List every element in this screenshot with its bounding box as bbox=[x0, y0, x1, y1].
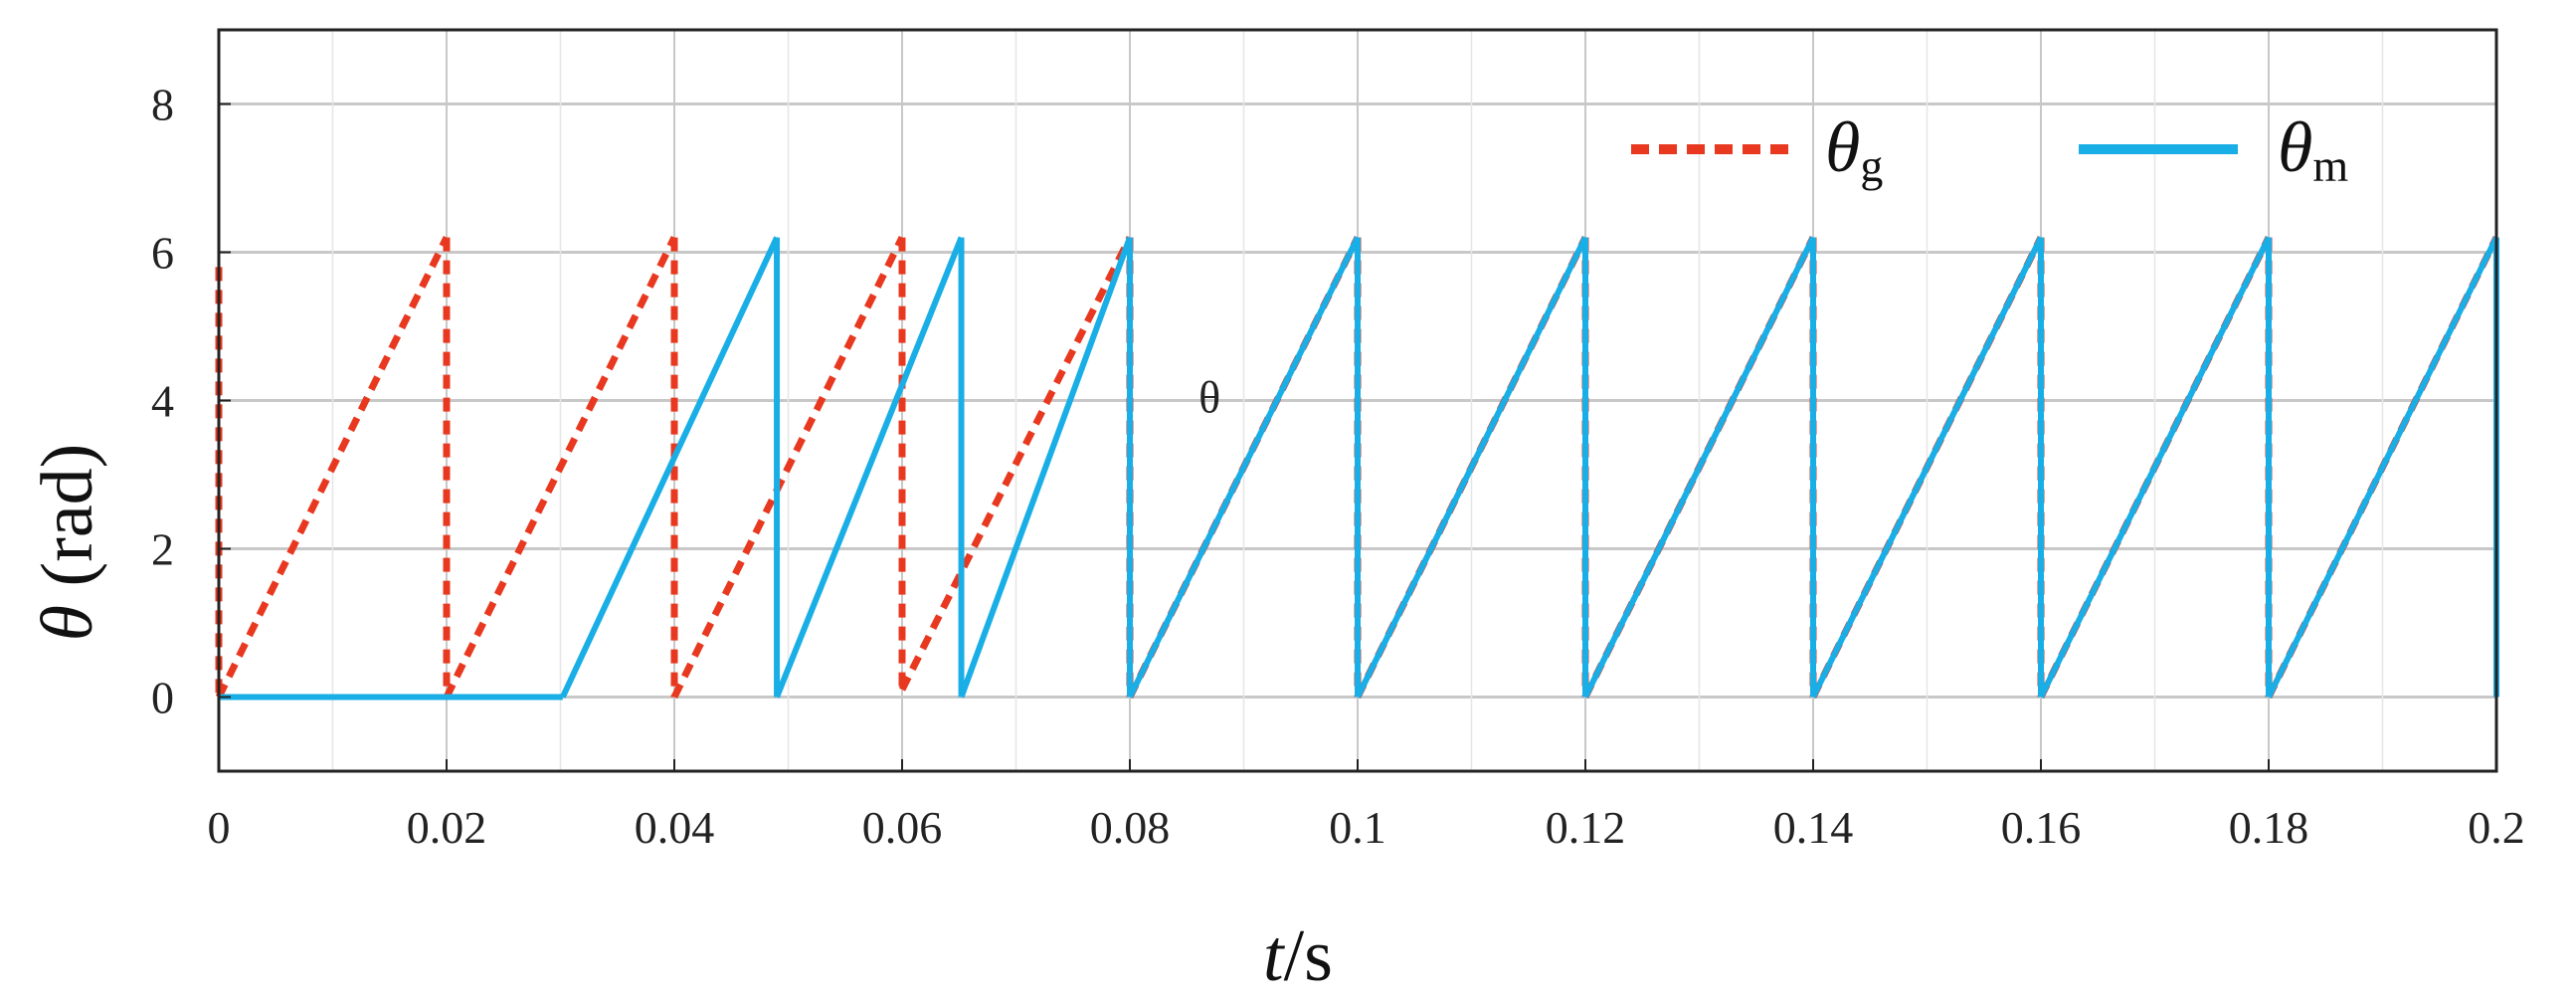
y-tick-label: 4 bbox=[151, 376, 174, 427]
legend-symbol-theta-m: θ bbox=[2278, 107, 2312, 187]
x-tick-label: 0.14 bbox=[1773, 802, 1854, 853]
x-axis-label-unit: /s bbox=[1284, 915, 1333, 997]
y-tick-label: 6 bbox=[151, 228, 174, 279]
series-theta-m bbox=[219, 236, 2499, 701]
x-tick-label: 0.08 bbox=[1090, 802, 1171, 853]
series-theta-m-segment bbox=[1582, 236, 1816, 699]
x-tick-label: 0.18 bbox=[2229, 802, 2309, 853]
series-theta-g-segment bbox=[215, 236, 451, 700]
series-layer bbox=[215, 236, 2500, 701]
legend-subscript-theta-m: m bbox=[2312, 140, 2348, 191]
legend-label-theta-g: θg bbox=[1825, 107, 1883, 191]
x-tick-label: 0.04 bbox=[635, 802, 715, 853]
series-theta-m-segment bbox=[774, 236, 965, 699]
legend: θg θm bbox=[1631, 107, 2348, 191]
x-tick-label: 0.2 bbox=[2468, 802, 2525, 853]
y-axis-label-unit: (rad) bbox=[27, 444, 108, 605]
x-tick-label: 0.06 bbox=[862, 802, 943, 853]
legend-subscript-theta-g: g bbox=[1860, 140, 1883, 191]
x-tick-label: 0.1 bbox=[1329, 802, 1386, 853]
series-theta-m-segment bbox=[1810, 236, 2044, 699]
x-axis-label: t/s bbox=[1263, 915, 1333, 997]
series-theta-m-segment bbox=[1127, 236, 1361, 699]
tick-layer: 0 0.02 0.04 0.06 0.08 0.1 0.12 0.14 0.16 0.18 0.2 0… bbox=[151, 80, 2525, 854]
series-theta-g-segment bbox=[898, 236, 1134, 692]
legend-symbol-theta-g: θ bbox=[1825, 107, 1860, 187]
series-theta-m-segment bbox=[958, 236, 1133, 699]
y-tick-label: 0 bbox=[151, 673, 174, 723]
x-axis-label-italic: t bbox=[1263, 915, 1286, 997]
series-theta-m-segment bbox=[2038, 236, 2272, 699]
y-tick-label: 2 bbox=[151, 524, 174, 575]
x-tick-label: 0.16 bbox=[2001, 802, 2082, 853]
y-axis-label-symbol: θ bbox=[27, 605, 108, 641]
x-tick-label: 0.02 bbox=[407, 802, 487, 853]
y-tick-label: 8 bbox=[151, 80, 174, 130]
plot-annotation: θ bbox=[1198, 372, 1220, 423]
series-theta-m-segment bbox=[560, 236, 780, 699]
y-axis-label: θ (rad) bbox=[27, 444, 108, 642]
series-theta-g-segment bbox=[443, 236, 678, 700]
x-tick-label: 0 bbox=[208, 802, 231, 853]
series-theta-m-segment bbox=[1355, 236, 1588, 699]
series-theta-m-segment bbox=[2266, 236, 2499, 699]
legend-label-theta-m: θm bbox=[2278, 107, 2348, 191]
x-tick-label: 0.12 bbox=[1546, 802, 1626, 853]
series-theta-g-segment bbox=[670, 236, 906, 700]
